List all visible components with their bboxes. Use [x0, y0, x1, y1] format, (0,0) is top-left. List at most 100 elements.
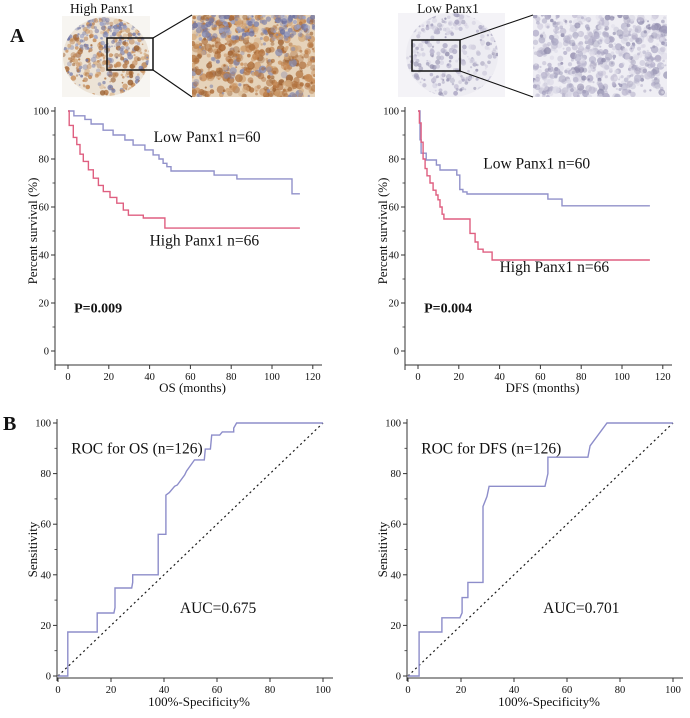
x-tick-label: 100 [315, 685, 331, 696]
x-tick-label: 80 [615, 685, 626, 696]
chart-title: ROC for OS (n=126) [71, 440, 202, 457]
x-tick-label: 40 [494, 372, 505, 383]
y-tick-label: 100 [385, 419, 401, 430]
magnification-connector-line [152, 69, 193, 98]
km-dfs-plot: 0 20 40 60 80 100 120 0 20 40 60 80 100 DFS (months) P… [375, 107, 672, 395]
x-axis-label: OS (months) [159, 380, 226, 395]
x-tick-label: 20 [456, 685, 467, 696]
x-tick-label: 0 [55, 685, 60, 696]
x-tick-label: 20 [454, 372, 465, 383]
y-tick-label: 20 [389, 299, 400, 310]
series-label: High Panx1 n=66 [150, 232, 260, 249]
x-tick-label: 0 [415, 372, 420, 383]
series-label: Low Panx1 n=60 [483, 156, 590, 173]
km-curve-dfs: 0 20 40 60 80 100 120 0 20 40 60 80 100 DFS (months) P… [350, 98, 690, 418]
high-panx1-zoom-detail [192, 15, 315, 42]
series-line [418, 110, 650, 261]
y-axis-label: Percent survival (%) [375, 178, 390, 285]
magnification-connector-line [459, 14, 534, 41]
panel-a-label: A [10, 25, 25, 47]
x-tick-label: 80 [226, 372, 237, 383]
x-tick-label: 40 [144, 372, 155, 383]
x-tick-label: 60 [535, 372, 546, 383]
high-panx1-title: High Panx1 [69, 1, 135, 16]
series-line [418, 110, 650, 207]
x-tick-label: 0 [65, 372, 70, 383]
annotation: AUC=0.701 [543, 600, 619, 617]
chart-title: ROC for DFS (n=126) [421, 440, 561, 457]
annotation: P=0.004 [424, 302, 472, 317]
annotation: AUC=0.675 [180, 600, 257, 617]
y-tick-label: 80 [39, 155, 50, 166]
series-label: High Panx1 n=66 [500, 259, 610, 276]
x-tick-label: 20 [106, 685, 117, 696]
reference-diagonal [57, 422, 324, 677]
x-axis-label: DFS (months) [505, 380, 579, 395]
y-axis-label: Percent survival (%) [25, 178, 40, 285]
y-tick-label: 60 [389, 203, 400, 214]
y-tick-label: 100 [33, 107, 49, 118]
y-tick-label: 100 [383, 107, 399, 118]
x-axis-label: 100%-Specificity% [498, 694, 600, 709]
x-tick-label: 100 [614, 372, 630, 383]
series-line [68, 110, 300, 229]
annotation: P=0.009 [74, 302, 122, 317]
series-label: Low Panx1 n=60 [154, 129, 261, 146]
x-tick-label: 60 [212, 685, 223, 696]
x-tick-label: 120 [305, 372, 321, 383]
x-axis-label: 100%-Specificity% [148, 694, 250, 709]
roc-os-plot: 0 20 40 60 80 100 0 20 40 60 80 100 100%-Specificity… [25, 419, 333, 709]
y-tick-label: 80 [389, 155, 400, 166]
x-tick-label: 100 [665, 685, 681, 696]
y-tick-label: 0 [394, 347, 399, 358]
y-tick-label: 20 [41, 621, 52, 632]
low-inset-box [411, 39, 461, 72]
histology-micrographs [0, 0, 690, 98]
y-tick-label: 20 [39, 299, 50, 310]
y-tick-label: 40 [389, 251, 400, 262]
x-tick-label: 60 [185, 372, 196, 383]
reference-diagonal [407, 422, 674, 677]
histology-svg [62, 13, 667, 98]
low-panx1-zoom [533, 15, 667, 97]
y-tick-label: 0 [44, 347, 49, 358]
y-tick-label: 40 [391, 570, 402, 581]
y-tick-label: 80 [41, 469, 52, 480]
km-curve-os: 0 20 40 60 80 100 120 0 20 40 60 80 100 OS (months) Pe… [0, 98, 340, 418]
y-tick-label: 60 [391, 520, 402, 531]
x-tick-label: 40 [509, 685, 520, 696]
y-tick-label: 60 [41, 520, 52, 531]
high-inset-box [106, 37, 154, 71]
panel-b-label: B [3, 413, 17, 435]
y-tick-label: 60 [39, 203, 50, 214]
x-tick-label: 80 [265, 685, 276, 696]
y-tick-label: 100 [35, 419, 51, 430]
x-tick-label: 40 [159, 685, 170, 696]
x-tick-label: 80 [576, 372, 587, 383]
high-panx1-zoom [192, 15, 315, 97]
y-axis-label: Sensitivity [25, 521, 40, 577]
magnification-connector-line [152, 14, 193, 39]
roc-curve-dfs: 0 20 40 60 80 100 0 20 40 60 80 100 100%-Specificity… [350, 410, 690, 718]
x-tick-label: 100 [264, 372, 280, 383]
y-tick-label: 0 [396, 672, 401, 683]
y-tick-label: 80 [391, 469, 402, 480]
series-line [58, 422, 323, 677]
series-line [408, 422, 673, 677]
y-axis-label: Sensitivity [375, 521, 390, 577]
magnification-connector-line [459, 70, 534, 98]
roc-dfs-plot: 0 20 40 60 80 100 0 20 40 60 80 100 100%-Specificity… [375, 419, 683, 709]
km-os-plot: 0 20 40 60 80 100 120 0 20 40 60 80 100 OS (months) Pe… [25, 107, 322, 395]
x-tick-label: 20 [104, 372, 115, 383]
y-tick-label: 40 [39, 251, 50, 262]
roc-curve-os: 0 20 40 60 80 100 0 20 40 60 80 100 100%-Specificity… [0, 410, 340, 718]
x-tick-label: 60 [562, 685, 573, 696]
series-line [68, 110, 300, 195]
y-tick-label: 20 [391, 621, 402, 632]
low-panx1-title: Low Panx1 [417, 1, 479, 16]
x-tick-label: 0 [405, 685, 410, 696]
x-tick-label: 120 [655, 372, 671, 383]
y-tick-label: 0 [46, 672, 51, 683]
y-tick-label: 40 [41, 570, 52, 581]
